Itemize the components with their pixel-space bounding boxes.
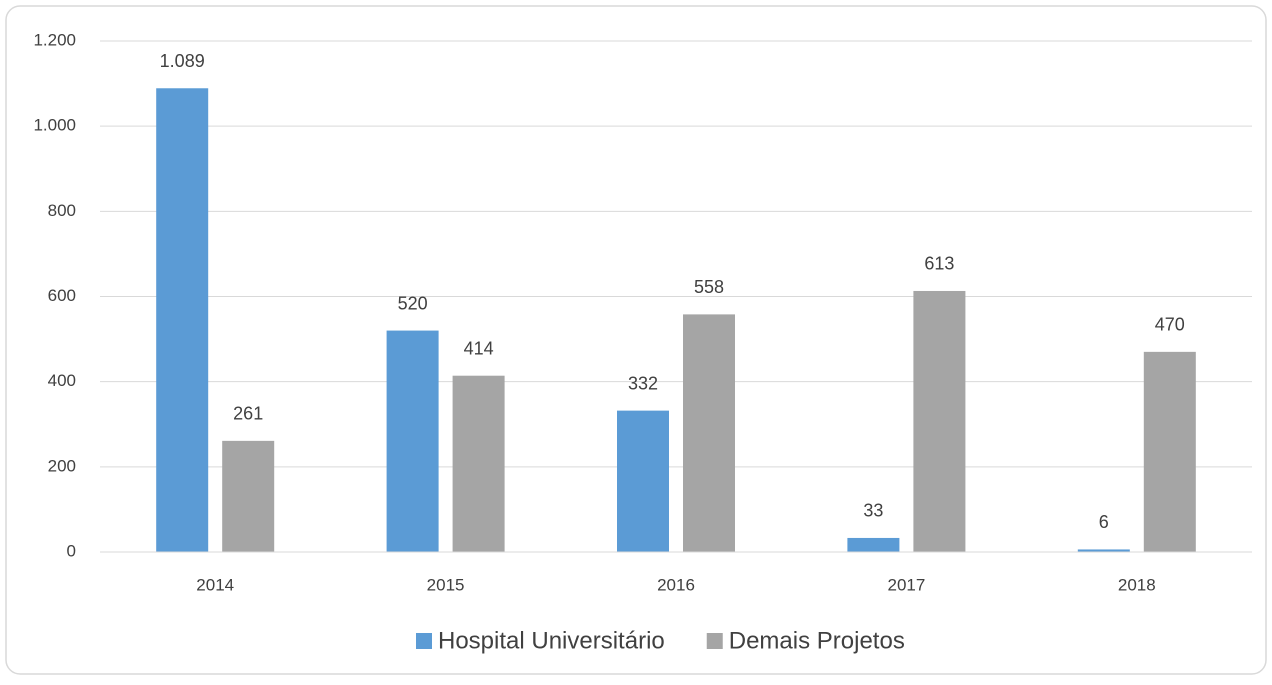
bar <box>222 440 275 552</box>
x-tick-label: 2017 <box>887 575 925 594</box>
bar <box>1077 549 1130 552</box>
bar <box>913 290 966 552</box>
data-label: 33 <box>863 501 883 521</box>
x-tick-label: 2016 <box>657 575 695 594</box>
y-tick-label: 400 <box>48 371 76 390</box>
y-tick-label: 800 <box>48 201 76 220</box>
data-label: 1.089 <box>160 51 205 71</box>
legend-swatch <box>416 633 432 649</box>
data-label: 6 <box>1099 512 1109 532</box>
x-tick-label: 2015 <box>427 575 465 594</box>
data-label: 558 <box>694 277 724 297</box>
bar <box>452 375 505 552</box>
data-label: 261 <box>233 404 263 424</box>
y-tick-label: 0 <box>67 541 76 560</box>
x-tick-label: 2014 <box>196 575 234 594</box>
data-label: 613 <box>924 254 954 274</box>
bar <box>683 314 735 552</box>
data-label: 414 <box>464 338 494 358</box>
y-tick-label: 1.200 <box>33 30 76 49</box>
data-label: 332 <box>628 373 658 393</box>
data-label: 470 <box>1155 315 1185 335</box>
y-tick-label: 600 <box>48 286 76 305</box>
data-label: 520 <box>398 293 428 313</box>
y-tick-label: 1.000 <box>33 116 76 135</box>
bar <box>617 410 669 552</box>
x-tick-label: 2018 <box>1118 575 1156 594</box>
bar <box>847 537 900 552</box>
bar <box>1143 351 1196 552</box>
bar <box>386 330 439 552</box>
legend-label: Hospital Universitário <box>438 627 665 654</box>
legend-label: Demais Projetos <box>729 627 905 654</box>
y-tick-label: 200 <box>48 456 76 475</box>
bar <box>156 88 209 552</box>
legend-swatch <box>706 633 723 649</box>
